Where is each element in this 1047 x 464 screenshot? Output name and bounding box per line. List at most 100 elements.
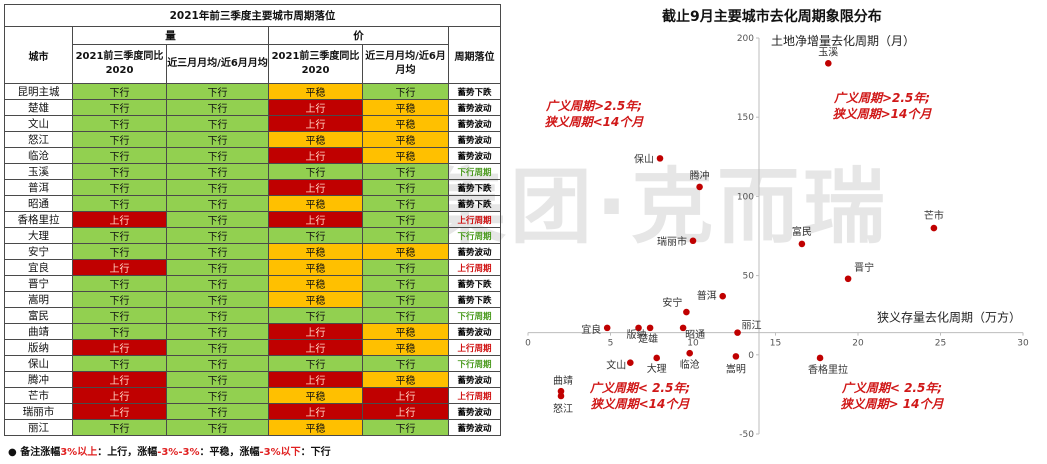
- scatter-point: [635, 324, 642, 332]
- y-tick-label: -50: [739, 430, 754, 440]
- price-yoy-cell: 上行: [268, 99, 363, 116]
- price-yoy-cell: 上行: [268, 323, 363, 340]
- phase-cell: 蓄势波动: [448, 243, 501, 260]
- phase-cell: 蓄势波动: [448, 403, 501, 420]
- point-label: 版纳: [627, 328, 647, 341]
- price-mom-cell: 上行: [362, 403, 449, 420]
- price-mom-cell: 平稳: [362, 371, 449, 388]
- table-row: 普洱 下行 下行 上行 下行 蓄势下跌: [4, 179, 501, 196]
- phase-cell: 蓄势波动: [448, 131, 501, 148]
- phase-cell: 下行周期: [448, 355, 501, 372]
- city-cell: 腾冲: [4, 371, 73, 388]
- table-row: 丽江 下行 下行 平稳 下行 蓄势波动: [4, 419, 501, 436]
- phase-cell: 蓄势波动: [448, 323, 501, 340]
- volume-yoy-cell: 下行: [72, 419, 167, 436]
- scatter-point: [683, 308, 690, 316]
- price-yoy-cell: 平稳: [268, 83, 363, 100]
- table-row: 版纳 上行 下行 上行 平稳 上行周期: [4, 339, 501, 356]
- price-group-header: 价: [268, 26, 449, 45]
- price-yoy-cell: 上行: [268, 211, 363, 228]
- x-tick-label: 10: [687, 339, 699, 349]
- volume-yoy-cell: 下行: [72, 227, 167, 244]
- volume-yoy-cell: 下行: [72, 163, 167, 180]
- table-title: 2021年前三季度主要城市周期落位: [4, 4, 501, 27]
- quadrant-label: 广义周期>2.5年; 狭义周期>14个月: [833, 91, 933, 121]
- price-mom-cell: 下行: [362, 179, 449, 196]
- quadrant-label-line: 狭义周期<14个月: [545, 115, 645, 129]
- price-yoy-cell: 平稳: [268, 387, 363, 404]
- price-mom-cell: 下行: [362, 163, 449, 180]
- point-label: 楚雄: [638, 332, 658, 345]
- quadrant-label-line: 广义周期< 2.5年;: [589, 381, 690, 395]
- volume-yoy-cell: 下行: [72, 147, 167, 164]
- city-cell: 楚雄: [4, 99, 73, 116]
- price-mom-header: 近三月月均/近6月月均: [362, 44, 449, 84]
- city-cell: 昭通: [4, 195, 73, 212]
- table-row: 保山 下行 下行 下行 下行 下行周期: [4, 355, 501, 372]
- volume-mom-cell: 下行: [166, 99, 269, 116]
- x-tick-label: 30: [1017, 339, 1029, 349]
- x-tick-label: 20: [852, 339, 864, 349]
- city-cell: 香格里拉: [4, 211, 73, 228]
- scatter-point: [734, 329, 741, 336]
- point-label: 瑞丽市: [657, 235, 687, 248]
- x-tick-label: 15: [770, 339, 781, 349]
- phase-cell: 上行周期: [448, 259, 501, 276]
- y-tick-label: 200: [737, 34, 754, 44]
- point-label: 安宁: [662, 296, 682, 309]
- volume-yoy-cell: 上行: [72, 403, 167, 420]
- table-row: 临沧 下行 下行 上行 平稳 蓄势波动: [4, 147, 501, 164]
- volume-mom-cell: 下行: [166, 403, 269, 420]
- x-axis-title: 狭义存量去化周期（万方）: [877, 310, 1021, 325]
- phase-cell: 蓄势下跌: [448, 195, 501, 212]
- price-yoy-cell: 平稳: [268, 259, 363, 276]
- city-cell: 瑞丽市: [4, 403, 73, 420]
- note-up-threshold: 3%以上: [60, 447, 98, 458]
- note-down-threshold: -3%以下: [259, 447, 301, 458]
- table-row: 安宁 下行 下行 平稳 平稳 蓄势波动: [4, 243, 501, 260]
- table-row: 香格里拉 上行 下行 上行 下行 上行周期: [4, 211, 501, 228]
- price-mom-cell: 平稳: [362, 147, 449, 164]
- y-tick-label: 0: [748, 351, 754, 361]
- quadrant-label: 广义周期< 2.5年; 狭义周期> 14个月: [841, 381, 945, 411]
- x-tick-label: 0: [525, 339, 531, 349]
- scatter-point: [646, 324, 654, 332]
- price-yoy-cell: 上行: [268, 179, 363, 196]
- volume-yoy-cell: 下行: [72, 115, 167, 132]
- phase-cell: 下行周期: [448, 227, 501, 244]
- city-cell: 安宁: [4, 243, 73, 260]
- volume-yoy-cell: 上行: [72, 259, 167, 276]
- phase-cell: 蓄势下跌: [448, 179, 501, 196]
- table-row: 曲靖 下行 下行 上行 平稳 蓄势波动: [4, 323, 501, 340]
- scatter-point: [627, 359, 634, 367]
- price-mom-cell: 平稳: [362, 339, 449, 356]
- volume-yoy-cell: 下行: [72, 291, 167, 308]
- city-cell: 芒市: [4, 387, 73, 404]
- col-phase-header: 周期落位: [448, 26, 501, 84]
- city-cell: 玉溪: [4, 163, 73, 180]
- volume-yoy-header: 2021前三季度同比2020: [72, 44, 167, 84]
- phase-cell: 蓄势下跌: [448, 275, 501, 292]
- volume-mom-cell: 下行: [166, 259, 269, 276]
- volume-mom-cell: 下行: [166, 147, 269, 164]
- point-label: 腾冲: [690, 169, 710, 182]
- volume-yoy-cell: 下行: [72, 307, 167, 324]
- city-cell: 宜良: [4, 259, 73, 276]
- volume-yoy-cell: 上行: [72, 371, 167, 388]
- price-yoy-header: 2021前三季度同比2020: [268, 44, 363, 84]
- volume-yoy-cell: 下行: [72, 275, 167, 292]
- phase-cell: 下行周期: [448, 307, 501, 324]
- price-yoy-cell: 平稳: [268, 419, 363, 436]
- volume-mom-cell: 下行: [166, 339, 269, 356]
- table-row: 腾冲 上行 下行 上行 平稳 蓄势波动: [4, 371, 501, 388]
- price-mom-cell: 平稳: [362, 131, 449, 148]
- scatter-point: [686, 349, 693, 357]
- table-row: 昭通 下行 下行 平稳 下行 蓄势下跌: [4, 195, 501, 212]
- price-mom-cell: 平稳: [362, 243, 449, 260]
- volume-mom-header: 近三月月均/近6月月均: [166, 44, 269, 84]
- price-mom-cell: 下行: [362, 195, 449, 212]
- city-cell: 保山: [4, 355, 73, 372]
- price-yoy-cell: 下行: [268, 163, 363, 180]
- table-row: 楚雄 下行 下行 上行 平稳 蓄势波动: [4, 99, 501, 116]
- point-label: 大理: [647, 362, 667, 375]
